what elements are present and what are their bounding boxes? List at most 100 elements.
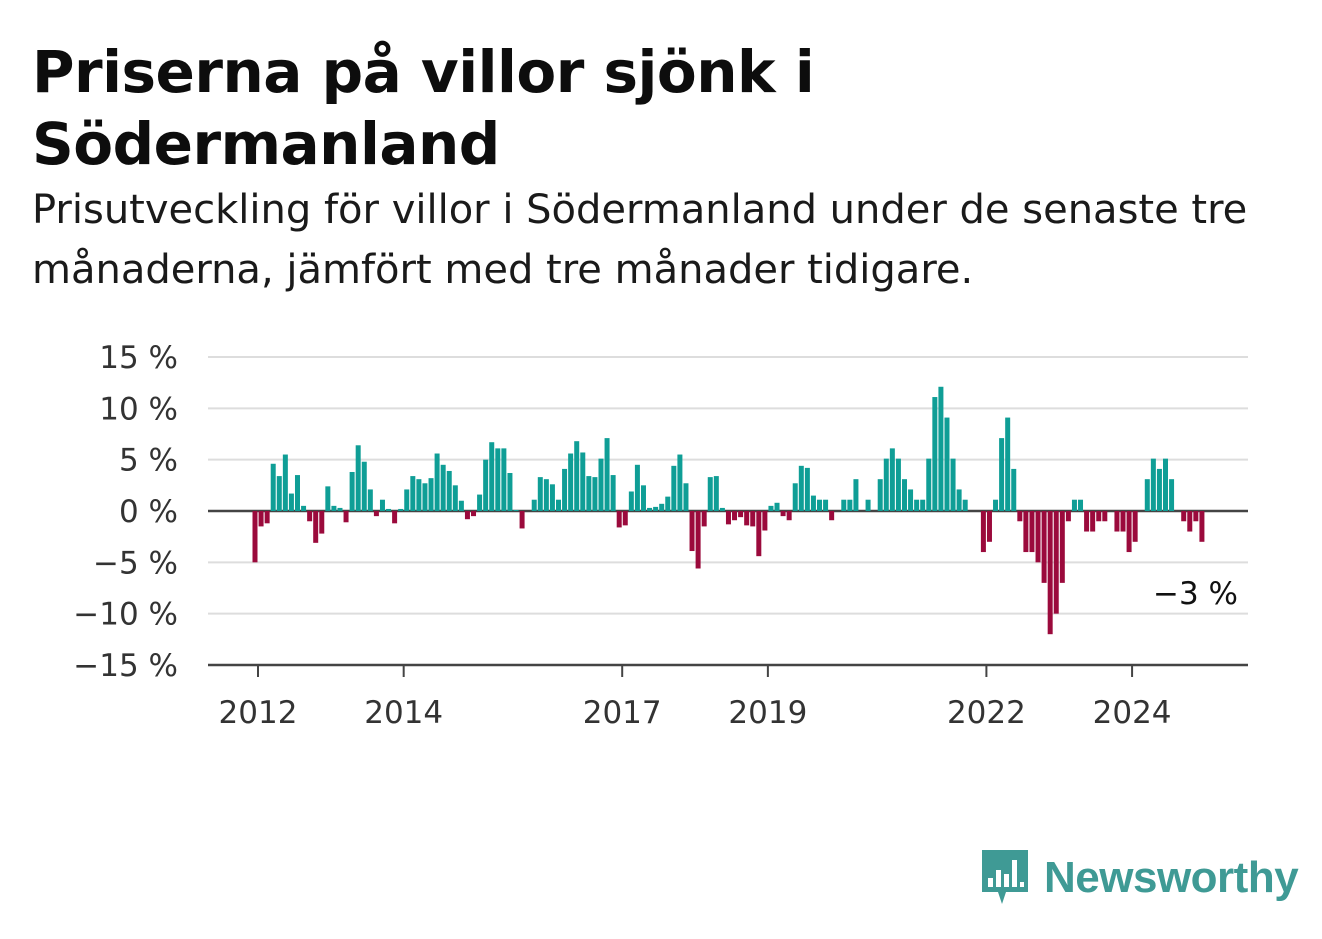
y-tick-label: 0 % <box>119 494 178 530</box>
bar <box>628 491 634 511</box>
bar <box>471 511 477 517</box>
bar <box>1193 511 1199 522</box>
bar <box>477 494 483 511</box>
bar <box>464 511 470 520</box>
bar <box>537 477 543 511</box>
bar <box>610 475 616 511</box>
bar <box>373 511 379 517</box>
bar <box>1053 511 1059 614</box>
bar-chart: 15 %10 %5 %0 %−5 %−10 %−15 % 2012 2014 201… <box>73 340 1248 731</box>
bar <box>440 464 446 511</box>
bar <box>659 503 665 511</box>
bar <box>307 511 313 522</box>
bar <box>980 511 986 553</box>
x-tick-label: 2012 <box>219 695 298 731</box>
bar <box>495 448 501 511</box>
bar <box>313 511 319 543</box>
bar <box>276 476 282 511</box>
bar <box>574 441 580 511</box>
bar <box>1065 511 1071 522</box>
bar <box>1144 479 1150 511</box>
bar <box>901 479 907 511</box>
bar <box>1187 511 1193 532</box>
bar <box>434 453 440 511</box>
bar <box>1132 511 1138 542</box>
bar <box>288 493 294 511</box>
bar <box>592 477 598 511</box>
bar <box>683 483 689 511</box>
bar <box>1059 511 1065 583</box>
bar <box>780 511 786 517</box>
bar <box>1011 468 1017 511</box>
bar <box>1017 511 1023 522</box>
bar <box>531 499 537 511</box>
bar <box>325 486 331 511</box>
bar <box>847 499 853 511</box>
bar <box>562 468 568 511</box>
bar <box>616 511 622 528</box>
bar <box>962 499 968 511</box>
bar <box>817 499 823 511</box>
bar <box>677 454 683 511</box>
bar <box>865 499 871 511</box>
bar <box>707 477 713 511</box>
bar <box>507 473 513 511</box>
bar <box>1035 511 1041 563</box>
bar <box>294 475 300 511</box>
bar <box>1163 458 1168 511</box>
bar <box>519 511 525 529</box>
bar <box>1041 511 1047 583</box>
bar <box>689 511 695 552</box>
y-tick-label: −10 % <box>73 597 178 633</box>
bar <box>270 463 276 511</box>
brand-name: Newsworthy <box>1044 853 1299 902</box>
bar <box>1120 511 1126 532</box>
bar <box>386 508 392 511</box>
bar <box>1084 511 1090 532</box>
bar <box>367 489 373 511</box>
bar <box>744 511 750 526</box>
bar <box>264 511 270 524</box>
bar <box>701 511 707 527</box>
bar <box>513 509 519 511</box>
bar <box>258 511 264 527</box>
bar <box>938 386 944 511</box>
bar <box>920 499 926 511</box>
bar <box>950 458 956 511</box>
bar <box>404 489 410 511</box>
bar <box>889 448 895 511</box>
bar <box>598 458 604 511</box>
x-tick-label: 2014 <box>364 695 443 731</box>
bar <box>792 483 798 511</box>
bar <box>337 507 343 511</box>
bar <box>695 511 701 569</box>
bar <box>756 511 762 557</box>
bar <box>956 489 962 511</box>
bar <box>640 485 646 511</box>
bar <box>877 479 883 511</box>
bar <box>489 442 495 511</box>
bar <box>501 448 507 511</box>
y-tick-label: 5 % <box>119 443 178 479</box>
bar <box>361 461 367 511</box>
bar <box>1071 499 1077 511</box>
bar <box>986 511 992 542</box>
bar <box>1023 511 1029 553</box>
bar <box>853 479 859 511</box>
bar <box>301 505 307 511</box>
bar <box>1156 468 1162 511</box>
bar <box>549 484 555 511</box>
bar <box>738 511 744 518</box>
bar <box>719 507 725 511</box>
bar <box>452 485 458 511</box>
bar <box>1029 511 1035 553</box>
chart-title: Priserna på villor sjönk i Södermanland <box>32 38 815 178</box>
bar <box>543 479 549 511</box>
bar <box>786 511 792 521</box>
bar <box>926 458 932 511</box>
bar <box>568 453 574 511</box>
bars <box>252 386 1205 635</box>
bar <box>647 507 653 511</box>
bar <box>1150 458 1156 511</box>
y-tick-label: 15 % <box>99 340 178 376</box>
